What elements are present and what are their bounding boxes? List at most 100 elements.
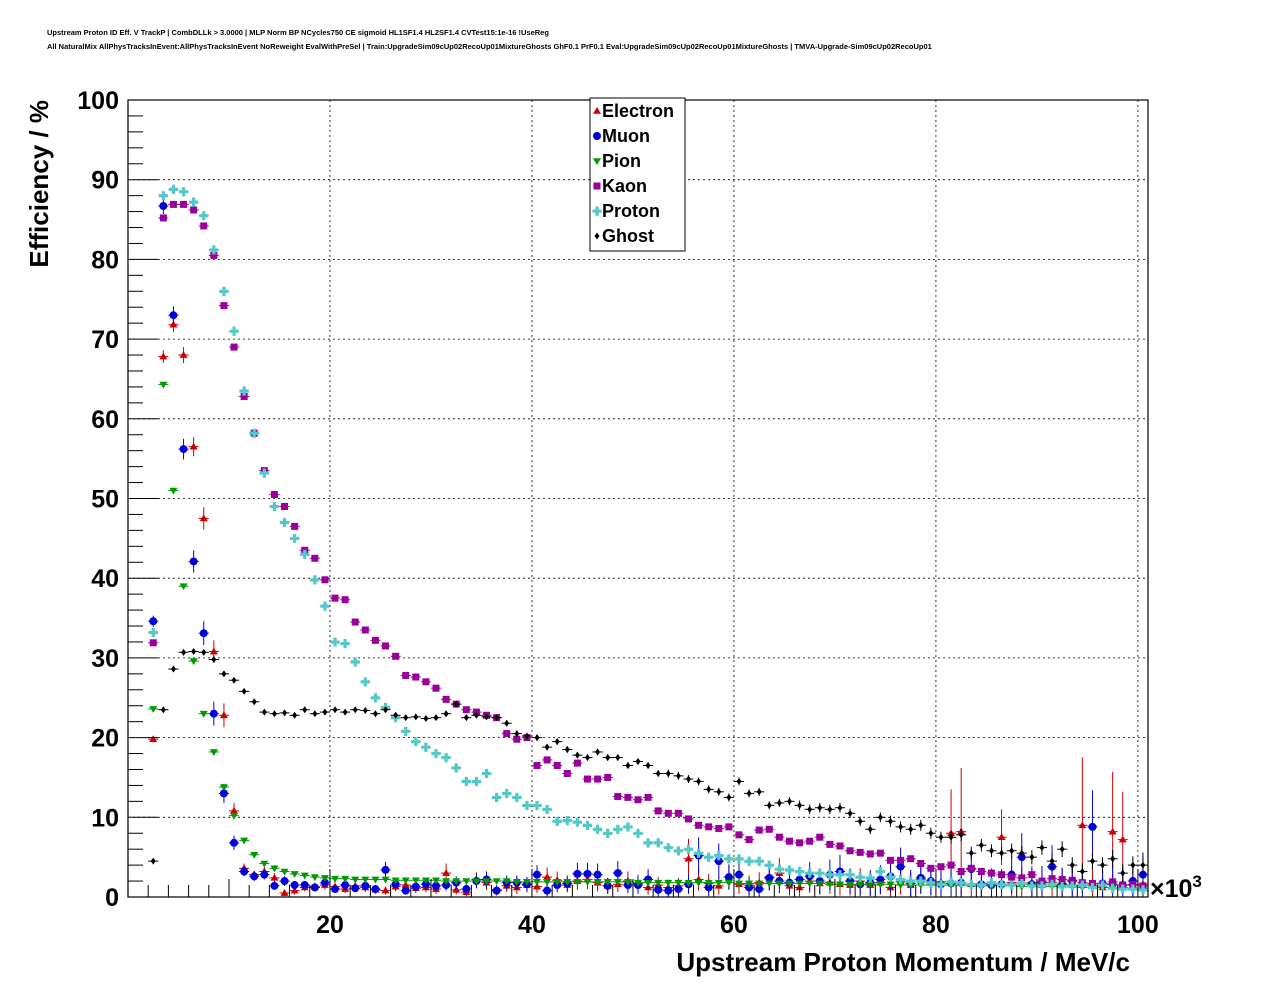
title-line-2: All NaturalMix AllPhysTracksInEvent:AllP… <box>47 42 932 51</box>
proton-point <box>259 468 269 478</box>
kaon-point <box>331 594 339 602</box>
kaon-point <box>765 825 773 833</box>
muon-point <box>310 883 319 892</box>
ghost-point <box>201 648 207 656</box>
kaon-point <box>149 639 157 647</box>
series-kaon <box>148 200 1148 890</box>
legend-marker-electron <box>593 107 601 114</box>
proton-point <box>1057 882 1067 892</box>
electron-point <box>189 442 198 450</box>
proton-point <box>875 866 885 877</box>
kaon-point <box>422 678 430 686</box>
y-tick-label: 30 <box>91 645 119 673</box>
proton-point <box>653 838 663 848</box>
kaon-point <box>806 837 814 845</box>
kaon-point <box>1038 877 1046 885</box>
ghost-point <box>494 714 500 722</box>
muon-point <box>159 202 168 211</box>
x-tick-label: 40 <box>518 911 546 939</box>
proton-point <box>936 879 946 889</box>
kaon-point <box>614 793 622 801</box>
kaon-point <box>311 554 319 562</box>
proton-point <box>279 517 290 528</box>
ghost-point <box>908 825 914 833</box>
proton-point <box>1128 884 1138 894</box>
kaon-point <box>553 761 561 769</box>
y-tick-label: 100 <box>77 87 119 115</box>
proton-point <box>562 815 572 826</box>
proton-point <box>926 878 936 888</box>
electron-point <box>1078 821 1087 829</box>
pion-point <box>724 879 733 887</box>
muon-point <box>371 885 380 894</box>
proton-point <box>320 601 330 611</box>
ghost-point <box>170 665 176 673</box>
series-pion <box>148 381 1148 893</box>
ghost-point <box>605 754 611 762</box>
muon-point <box>169 311 178 320</box>
proton-point <box>502 788 512 799</box>
proton-point <box>1138 885 1148 895</box>
muon-point <box>755 885 764 894</box>
pion-point <box>320 875 329 882</box>
kaon-point <box>291 522 299 530</box>
ghost-point <box>756 788 762 796</box>
pion-point <box>300 872 309 880</box>
kaon-point <box>927 864 935 872</box>
kaon-point <box>230 343 238 351</box>
proton-point <box>168 184 179 194</box>
proton-point <box>158 191 168 201</box>
legend-label-kaon: Kaon <box>602 176 647 196</box>
muon-point <box>351 884 360 893</box>
ghost-point <box>827 805 833 813</box>
pion-point <box>280 868 289 876</box>
ghost-point <box>1039 844 1045 852</box>
proton-point <box>1118 884 1128 894</box>
pion-point <box>846 881 855 889</box>
pion-point <box>603 879 612 886</box>
ghost-point <box>463 714 469 722</box>
pion-point <box>745 880 754 888</box>
muon-point <box>533 870 542 879</box>
pion-point <box>492 878 501 886</box>
pion-point <box>310 874 319 882</box>
proton-point <box>542 804 552 815</box>
kaon-point <box>987 869 995 877</box>
ghost-point <box>1100 861 1106 869</box>
muon-point <box>270 881 279 890</box>
pion-point <box>442 878 451 886</box>
ghost-point <box>857 817 863 825</box>
electron-point <box>442 869 451 876</box>
pion-point <box>896 882 905 890</box>
pion-point <box>886 881 895 889</box>
ghost-point <box>332 706 338 714</box>
muon-point <box>1138 870 1147 879</box>
x-axis-multiplier-exponent: 3 <box>1192 872 1201 891</box>
chart-title: Upstream Proton ID Eff. V TrackP | CombD… <box>47 26 932 54</box>
electron-point <box>159 352 168 360</box>
proton-point <box>300 549 310 559</box>
y-tick-label: 90 <box>91 167 119 195</box>
kaon-point <box>442 695 450 703</box>
kaon-point <box>382 642 390 650</box>
proton-point <box>492 792 502 803</box>
ghost-point <box>817 804 823 812</box>
proton-point <box>643 838 653 848</box>
kaon-point <box>886 856 894 864</box>
muon-point <box>654 885 663 894</box>
proton-point <box>411 737 421 747</box>
ghost-point <box>160 706 166 714</box>
pion-point <box>401 877 410 885</box>
proton-point <box>431 749 441 759</box>
muon-point <box>179 445 188 454</box>
muon-point <box>401 886 410 895</box>
kaon-point <box>604 773 612 781</box>
ghost-point <box>837 804 843 812</box>
proton-point <box>724 854 734 864</box>
proton-point <box>330 637 340 647</box>
ghost-point <box>766 801 772 809</box>
muon-point <box>300 881 309 890</box>
ghost-point <box>867 825 873 833</box>
electron-point <box>270 873 279 881</box>
pion-point <box>795 880 804 888</box>
